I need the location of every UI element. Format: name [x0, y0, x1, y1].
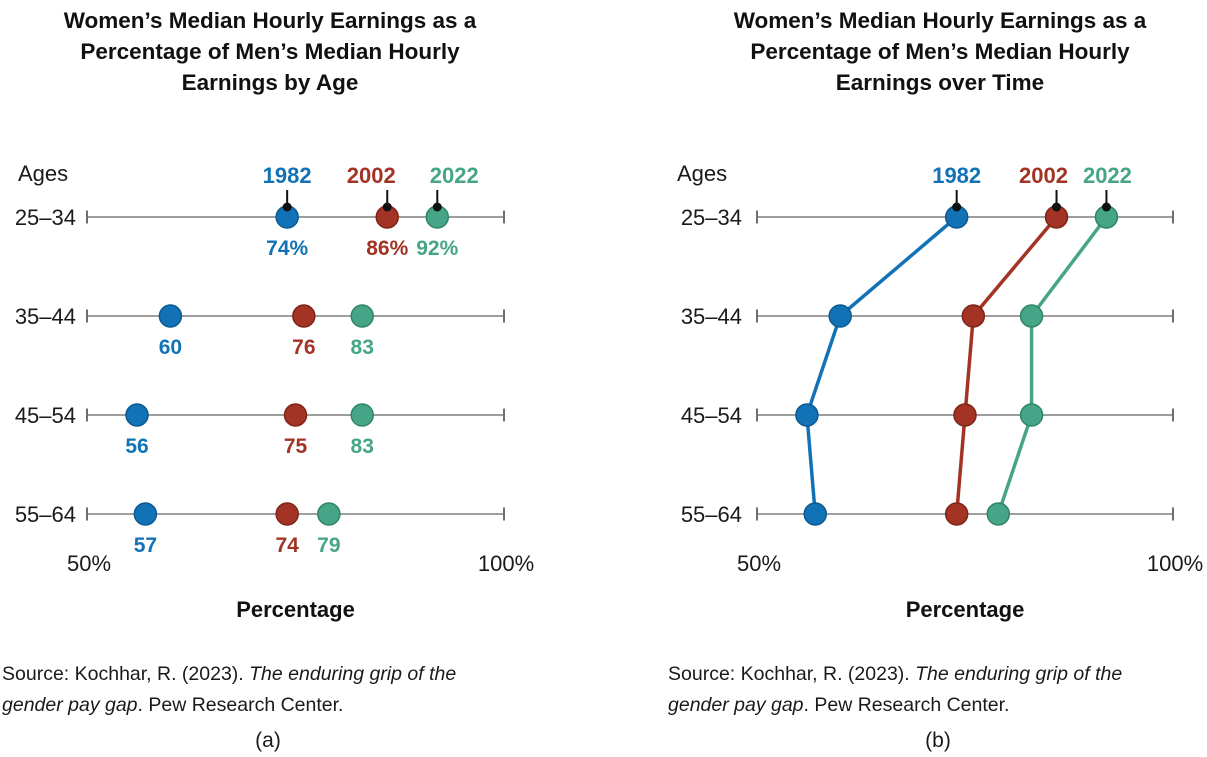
value-label: 92%	[416, 237, 458, 260]
data-point	[803, 502, 827, 526]
value-label: 83	[351, 336, 374, 359]
age-row-label: 45–54	[15, 403, 76, 428]
title-line: Women’s Median Hourly Earnings as a	[63, 8, 477, 33]
value-label: 75	[284, 435, 308, 458]
panel-a: Women’s Median Hourly Earnings as a Perc…	[0, 0, 565, 757]
data-point	[317, 502, 341, 526]
source-line: Source: Kochhar, R. (2023). The enduring…	[2, 659, 547, 690]
data-point	[986, 502, 1011, 526]
age-row-label: 25–34	[15, 205, 76, 230]
legend-year-label: 2002	[1019, 163, 1068, 188]
data-point	[292, 304, 316, 328]
legend-year-label: 1982	[263, 163, 312, 188]
legend-leader-dot	[952, 202, 962, 212]
source-italic-title: The enduring grip of the	[249, 663, 457, 685]
age-row-label: 55–64	[681, 502, 742, 527]
source-line: gender pay gap. Pew Research Center.	[2, 690, 547, 721]
legend-year-label: 2002	[347, 163, 396, 188]
legend-leader-dot	[382, 202, 392, 212]
source-note: Source: Kochhar, R. (2023). The enduring…	[2, 659, 547, 721]
data-point	[158, 304, 183, 328]
source-text: . Pew Research Center.	[803, 694, 1010, 716]
value-label: 79	[317, 534, 340, 557]
chart-title-a: Women’s Median Hourly Earnings as a Perc…	[0, 5, 540, 98]
age-row-label: 35–44	[15, 304, 76, 329]
title-line: Earnings by Age	[181, 70, 359, 95]
age-row-label: 35–44	[681, 304, 742, 329]
legend-leader-dot	[1101, 202, 1111, 212]
data-point	[961, 304, 986, 328]
axis-min-label: 50%	[737, 551, 781, 576]
value-label: 56	[125, 435, 148, 458]
source-italic-title: The enduring grip of the	[915, 663, 1123, 685]
title-line: Percentage of Men’s Median Hourly	[750, 39, 1130, 64]
title-line: Percentage of Men’s Median Hourly	[80, 39, 460, 64]
legend-year-label: 2022	[430, 163, 479, 188]
data-point	[275, 502, 299, 526]
axis-max-label: 100%	[478, 551, 534, 576]
legend-year-label: 1982	[932, 163, 981, 188]
series-line	[954, 215, 1059, 516]
data-point	[795, 403, 819, 427]
value-label: 83	[351, 435, 374, 458]
ages-header: Ages	[677, 161, 728, 186]
value-label: 86%	[366, 237, 408, 260]
data-point	[828, 304, 852, 328]
source-italic-title: gender pay gap	[668, 694, 804, 716]
value-label: 74	[275, 534, 299, 557]
data-point	[133, 502, 158, 526]
axis-max-label: 100%	[1147, 551, 1203, 576]
axis-min-label: 50%	[67, 551, 111, 576]
source-line: gender pay gap. Pew Research Center.	[668, 690, 1207, 721]
source-line: Source: Kochhar, R. (2023). The enduring…	[668, 659, 1207, 690]
data-point	[125, 403, 149, 427]
data-point	[350, 304, 374, 328]
panel-b: Women’s Median Hourly Earnings as a Perc…	[600, 0, 1207, 757]
series-line	[805, 215, 959, 516]
ages-header: Ages	[18, 161, 69, 186]
age-row-label: 45–54	[681, 403, 742, 428]
data-point	[350, 403, 374, 427]
source-text: Source: Kochhar, R. (2023).	[2, 663, 250, 685]
age-row-label: 25–34	[681, 205, 742, 230]
source-italic-title: gender pay gap	[2, 694, 138, 716]
legend-leader-dot	[1052, 202, 1062, 212]
data-point	[953, 403, 977, 427]
series-line	[996, 215, 1109, 516]
x-axis-title: Percentage	[236, 597, 355, 622]
source-note: Source: Kochhar, R. (2023). The enduring…	[668, 659, 1207, 721]
source-text: Source: Kochhar, R. (2023).	[668, 663, 916, 685]
value-label: 60	[159, 336, 182, 359]
legend-leader-dot	[282, 202, 292, 212]
data-point	[1019, 304, 1044, 328]
dot-plot-b: 25–34 35–44 45–54 55–64 50% 100% 1982 2002 2022	[681, 163, 1203, 576]
value-label: 57	[134, 534, 157, 557]
legend-year-label: 2022	[1083, 163, 1132, 188]
title-line: Women’s Median Hourly Earnings as a	[733, 8, 1147, 33]
data-point	[944, 502, 969, 526]
source-text: . Pew Research Center.	[137, 694, 344, 716]
dot-plot-a: 25–34 35–44 45–54 55–64 50% 100% 1982 2002 2022 7…	[15, 163, 534, 576]
value-label: 76	[292, 336, 315, 359]
x-axis-title: Percentage	[905, 597, 1025, 622]
data-point	[283, 403, 308, 427]
age-row-label: 55–64	[15, 502, 76, 527]
value-label: 74%	[266, 237, 308, 260]
data-point	[1019, 403, 1044, 427]
subfigure-label-a: (a)	[255, 729, 281, 752]
title-line: Earnings over Time	[835, 70, 1045, 95]
chart-title-b: Women’s Median Hourly Earnings as a Perc…	[660, 5, 1207, 98]
legend-leader-dot	[432, 202, 442, 212]
subfigure-label-b: (b)	[925, 729, 951, 752]
